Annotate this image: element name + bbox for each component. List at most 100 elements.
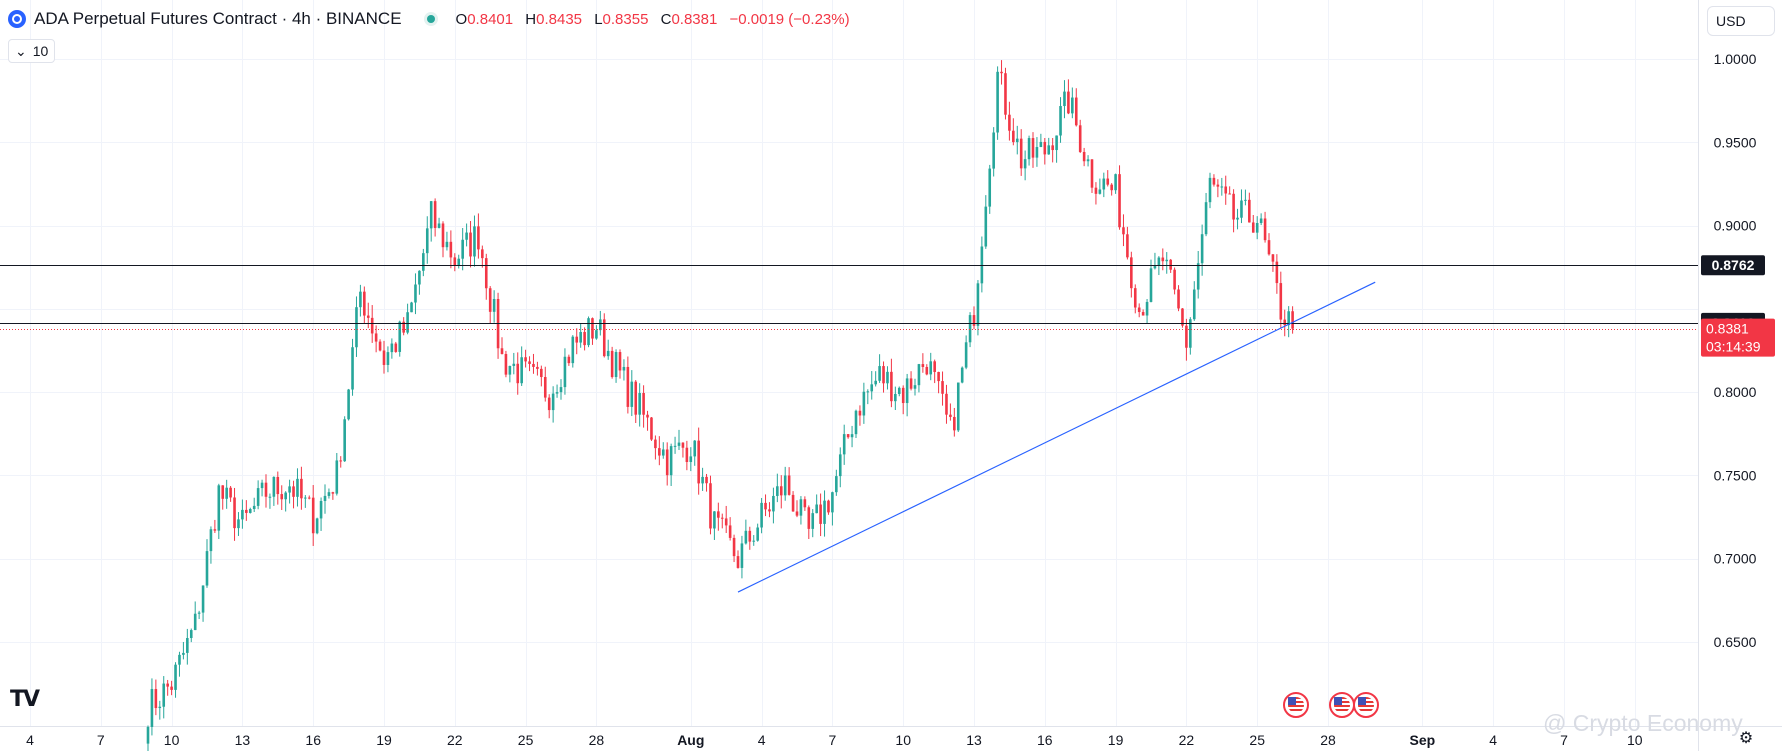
candle-body bbox=[724, 518, 728, 526]
price-tick-label: 0.9000 bbox=[1714, 218, 1757, 234]
candle-body bbox=[756, 527, 759, 541]
candle-body bbox=[1248, 199, 1251, 223]
candle-body bbox=[1177, 289, 1180, 309]
candle-body bbox=[1145, 301, 1149, 316]
candle-body bbox=[359, 291, 362, 308]
open-value: 0.8401 bbox=[467, 10, 514, 28]
candle-body bbox=[681, 442, 685, 448]
chevron-down-icon: ⌄ bbox=[15, 42, 27, 59]
high-value: 0.8435 bbox=[536, 10, 583, 28]
candle-body bbox=[1244, 199, 1247, 201]
candle-body bbox=[1106, 178, 1110, 185]
candle-body bbox=[492, 299, 496, 312]
candle-body bbox=[1165, 259, 1169, 262]
time-tick-label: 22 bbox=[1179, 732, 1195, 748]
candle-body bbox=[296, 478, 299, 497]
candle-body bbox=[1098, 189, 1102, 194]
candle-body bbox=[347, 389, 350, 420]
price-tick-label: 0.7000 bbox=[1714, 551, 1757, 567]
candle-body bbox=[241, 509, 244, 520]
candle-body bbox=[445, 241, 449, 248]
candle-body bbox=[1122, 227, 1125, 235]
currency-selector[interactable]: USD bbox=[1707, 6, 1775, 36]
candle-body bbox=[488, 288, 492, 312]
time-tick-label: 28 bbox=[589, 732, 605, 748]
candle-body bbox=[736, 556, 740, 568]
us-flag-event-icon[interactable] bbox=[1329, 692, 1355, 718]
candle-body bbox=[591, 318, 594, 339]
settings-gear-icon[interactable]: ⚙ bbox=[1738, 730, 1754, 747]
candle-body bbox=[795, 511, 799, 516]
candle-body bbox=[673, 445, 677, 447]
candle-body bbox=[929, 361, 933, 375]
candle-body bbox=[732, 537, 736, 557]
candle-body bbox=[1267, 240, 1271, 255]
candle-body bbox=[1220, 186, 1224, 188]
candle-body bbox=[1283, 319, 1287, 326]
time-axis[interactable]: 4 7 10 13 16 19 22 25 28 Aug 4 7 10 13 16 19 22 25 28 Sep 4 7… bbox=[26, 732, 1643, 748]
candle-body bbox=[1216, 184, 1220, 187]
symbol-title[interactable]: ADA Perpetual Futures Contract · 4h · BI… bbox=[34, 9, 402, 28]
candle-body bbox=[854, 410, 858, 435]
candle-body bbox=[685, 447, 689, 463]
candle-body bbox=[327, 492, 331, 496]
candle-body bbox=[665, 449, 669, 476]
candle-body bbox=[1071, 97, 1074, 114]
candle-body bbox=[1224, 186, 1228, 194]
volume-toggle[interactable]: ⌄ 10 bbox=[8, 39, 56, 63]
candle-body bbox=[661, 449, 665, 456]
candle-body bbox=[960, 367, 964, 383]
candle-body bbox=[988, 168, 992, 207]
time-tick-label: Sep bbox=[1410, 732, 1436, 748]
candle-body bbox=[300, 478, 303, 499]
tradingview-logo-icon[interactable]: TV bbox=[10, 687, 40, 712]
price-axis[interactable]: 1.0000 0.9500 0.9000 0.8000 0.7500 0.7000 0.65… bbox=[1714, 51, 1757, 650]
candle-body bbox=[547, 397, 551, 411]
candle-body bbox=[154, 689, 158, 709]
change-value: −0.0019 (−0.23%) bbox=[729, 10, 850, 28]
candle-body bbox=[481, 249, 484, 259]
candle-body bbox=[1189, 319, 1192, 348]
candle-body bbox=[331, 492, 335, 494]
candle-body bbox=[622, 366, 626, 371]
candle-body bbox=[311, 497, 315, 534]
candle-body bbox=[1118, 174, 1121, 228]
candle-body bbox=[567, 356, 571, 364]
candle-body bbox=[150, 689, 154, 727]
candle-body bbox=[248, 509, 252, 513]
candle-body bbox=[787, 475, 791, 495]
us-flag-event-icon[interactable] bbox=[1283, 692, 1309, 718]
candle-body bbox=[221, 485, 225, 499]
time-tick-label: 4 bbox=[758, 732, 766, 748]
candle-body bbox=[174, 664, 177, 690]
candle-body bbox=[410, 302, 413, 313]
candle-body bbox=[528, 361, 531, 364]
us-flag-event-icon[interactable] bbox=[1353, 692, 1379, 718]
candle-body bbox=[976, 283, 980, 326]
candle-body bbox=[1133, 288, 1137, 308]
candle-body bbox=[504, 353, 508, 375]
candle-body bbox=[272, 476, 276, 497]
candle-body bbox=[323, 495, 327, 501]
candle-body bbox=[1126, 234, 1129, 258]
candle-body bbox=[382, 350, 386, 365]
candle-body bbox=[217, 485, 221, 531]
candle-body bbox=[1279, 283, 1283, 320]
candle-body bbox=[1023, 159, 1027, 169]
candle-body bbox=[256, 488, 260, 506]
candle-body bbox=[146, 726, 150, 744]
candle-body bbox=[197, 612, 201, 614]
market-status-icon[interactable] bbox=[423, 12, 438, 26]
candle-body bbox=[897, 387, 901, 394]
candle-body bbox=[162, 683, 166, 707]
candle-body bbox=[209, 529, 213, 552]
candle-body bbox=[418, 270, 421, 285]
candle-body bbox=[484, 258, 488, 289]
candle-body bbox=[599, 319, 602, 331]
candle-body bbox=[469, 232, 472, 257]
candle-body bbox=[425, 228, 429, 254]
candle-body bbox=[1004, 73, 1007, 115]
open-label: O bbox=[455, 10, 468, 28]
candle-body bbox=[1114, 174, 1117, 191]
